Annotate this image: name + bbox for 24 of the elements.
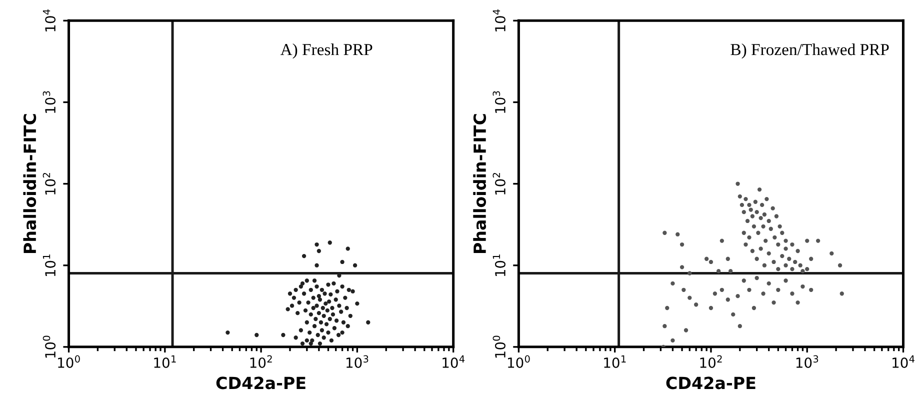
x-tick-label: 10$^{4}$ (892, 355, 914, 368)
y-tick-label: 10$^{3}$ (42, 91, 56, 113)
y-tick-label: 10$^{4}$ (42, 9, 56, 32)
x-tick-label: 10$^{1}$ (154, 355, 176, 368)
x-tick-label: 10$^{3}$ (346, 355, 368, 368)
y-axis-title: Phalloidin-FITC (473, 114, 486, 254)
x-axis-title: CD42a-PE (216, 376, 306, 390)
annotation: A) Fresh PRP (280, 43, 372, 59)
y-tick-label: 10$^{4}$ (492, 9, 506, 32)
y-tick-label: 10$^{3}$ (492, 91, 506, 113)
y-tick-label: 10$^{2}$ (492, 172, 506, 194)
x-tick-label: 10$^{2}$ (700, 355, 722, 368)
y-tick-label: 10$^{1}$ (492, 254, 506, 276)
x-axis-title: CD42a-PE (666, 376, 756, 390)
y-tick-label: 10$^{1}$ (42, 254, 56, 276)
x-tick-label: 10$^{0}$ (508, 355, 530, 368)
x-tick-label: 10$^{4}$ (442, 355, 465, 368)
x-tick-label: 10$^{2}$ (250, 355, 272, 368)
annotation: B) Frozen/Thawed PRP (730, 43, 889, 59)
x-tick-label: 10$^{0}$ (58, 355, 80, 368)
y-axis-title: Phalloidin-FITC (23, 114, 36, 254)
y-tick-label: 10$^{2}$ (42, 172, 56, 194)
x-tick-label: 10$^{1}$ (604, 355, 626, 368)
x-tick-label: 10$^{3}$ (796, 355, 818, 368)
